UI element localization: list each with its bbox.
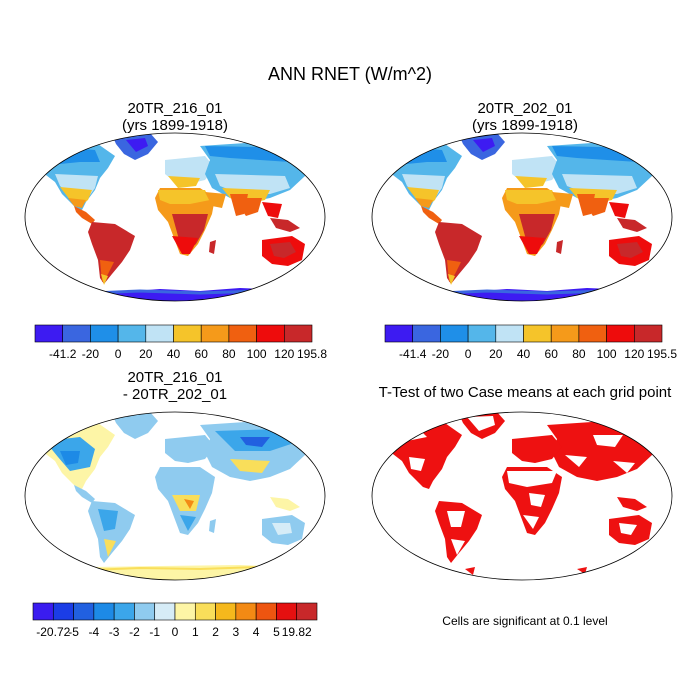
map-panel-216: [25, 133, 325, 307]
colorbar-tick-label: 120: [274, 347, 294, 361]
colorbar-tick-label: 5: [273, 625, 280, 639]
colorbar-swatch: [296, 602, 318, 621]
colorbar-top-left: -41.2 -20 0 20 40 60 80 100 120 195.8: [34, 324, 327, 361]
colorbar-swatch: [255, 602, 277, 621]
colorbar-swatch: [194, 602, 216, 621]
map-panel-202: [372, 133, 672, 307]
colorbar-swatch: [90, 324, 119, 343]
colorbar-tick-label: -5: [68, 625, 79, 639]
panel-title-top-left: 20TR_216_01 (yrs 1899-1918): [50, 100, 300, 134]
colorbar-swatch: [134, 602, 156, 621]
colorbar-swatch: [578, 324, 607, 343]
colorbar-swatch: [32, 602, 54, 621]
colorbar-tick-label: 4: [253, 625, 260, 639]
colorbar-swatch: [117, 324, 147, 343]
colorbar-swatch: [467, 324, 497, 343]
colorbar-swatch: [384, 324, 414, 343]
colorbar-swatch: [606, 324, 635, 343]
colorbar-swatch: [145, 324, 174, 343]
map-panel-ttest: [372, 412, 672, 580]
colorbar-tick-label: 0: [115, 347, 122, 361]
colorbar-swatch: [34, 324, 64, 343]
colorbar-tick-label: -3: [109, 625, 120, 639]
panel-title-line1: 20TR_216_01: [127, 100, 223, 117]
colorbar-tick-label: 100: [247, 347, 267, 361]
colorbar-tick-label: 0: [172, 625, 179, 639]
colorbar-tick-label: 2: [212, 625, 219, 639]
colorbar-tick-label: 40: [517, 347, 531, 361]
panel-title-bottom-right: T-Test of two Case means at each grid po…: [378, 384, 672, 401]
colorbar-tick-label: -20: [432, 347, 450, 361]
panel-title-line2: - 20TR_202_01: [122, 386, 228, 403]
colorbar-swatch: [440, 324, 469, 343]
colorbar-tick-label: -20.72: [36, 625, 70, 639]
colorbar-swatch: [550, 324, 580, 343]
colorbar-swatch: [633, 324, 663, 343]
colorbar-swatch: [174, 602, 196, 621]
colorbar-top-right: -41.4 -20 0 20 40 60 80 100 120 195.5: [384, 324, 677, 361]
colorbar-tick-label: 40: [167, 347, 181, 361]
map-panel-difference: [25, 412, 325, 586]
colorbar-tick-label: -1: [149, 625, 160, 639]
panel-title-top-right: 20TR_202_01 (yrs 1899-1918): [400, 100, 650, 134]
colorbar-swatch: [256, 324, 285, 343]
colorbar-tick-label: -2: [129, 625, 140, 639]
colorbar-tick-label: 3: [233, 625, 240, 639]
colorbar-tick-label: 120: [624, 347, 644, 361]
colorbar-tick-label: -41.4: [399, 347, 427, 361]
colorbar-tick-label: 80: [572, 347, 586, 361]
colorbar-swatch: [215, 602, 237, 621]
colorbar-swatch: [173, 324, 202, 343]
significance-note: Cells are significant at 0.1 level: [442, 614, 608, 628]
colorbar-bottom-left: -20.72-5 -4 -3 -2 -1 0 1 2 3 4 5 19.82: [32, 602, 318, 639]
figure-title: ANN RNET (W/m^2): [267, 64, 433, 84]
colorbar-swatch: [154, 602, 176, 621]
colorbar-tick-label: 20: [139, 347, 153, 361]
colorbar-tick-label: 0: [465, 347, 472, 361]
colorbar-tick-label: 60: [545, 347, 559, 361]
colorbar-tick-label: 100: [597, 347, 617, 361]
colorbar-swatch: [113, 602, 135, 621]
colorbar-swatch: [283, 324, 313, 343]
colorbar-swatch: [495, 324, 524, 343]
colorbar-swatch: [52, 602, 74, 621]
colorbar-tick-label: 60: [195, 347, 209, 361]
colorbar-tick-label: 20: [489, 347, 503, 361]
colorbar-tick-label: 195.5: [647, 347, 677, 361]
panel-title-line2: (yrs 1899-1918): [122, 117, 228, 134]
colorbar-tick-label: 80: [222, 347, 236, 361]
colorbar-swatch: [73, 602, 95, 621]
colorbar-tick-label: -4: [89, 625, 100, 639]
colorbar-swatch: [62, 324, 91, 343]
colorbar-swatch: [235, 602, 257, 621]
colorbar-swatch: [412, 324, 441, 343]
panel-title-line1: 20TR_216_01: [127, 369, 223, 386]
colorbar-swatch: [228, 324, 257, 343]
colorbar-swatch: [93, 602, 115, 621]
colorbar-tick-label: -41.2: [49, 347, 77, 361]
colorbar-tick-label: 195.8: [297, 347, 327, 361]
colorbar-tick-label: -20: [82, 347, 100, 361]
colorbar-tick-label: 19.82: [282, 625, 312, 639]
panel-title-bottom-left: 20TR_216_01 - 20TR_202_01: [50, 369, 300, 403]
colorbar-tick-label: 1: [192, 625, 199, 639]
colorbar-swatch: [276, 602, 298, 621]
panel-title-line2: (yrs 1899-1918): [472, 117, 578, 134]
panel-title-line1: 20TR_202_01: [477, 100, 573, 117]
colorbar-swatch: [200, 324, 230, 343]
colorbar-swatch: [523, 324, 552, 343]
